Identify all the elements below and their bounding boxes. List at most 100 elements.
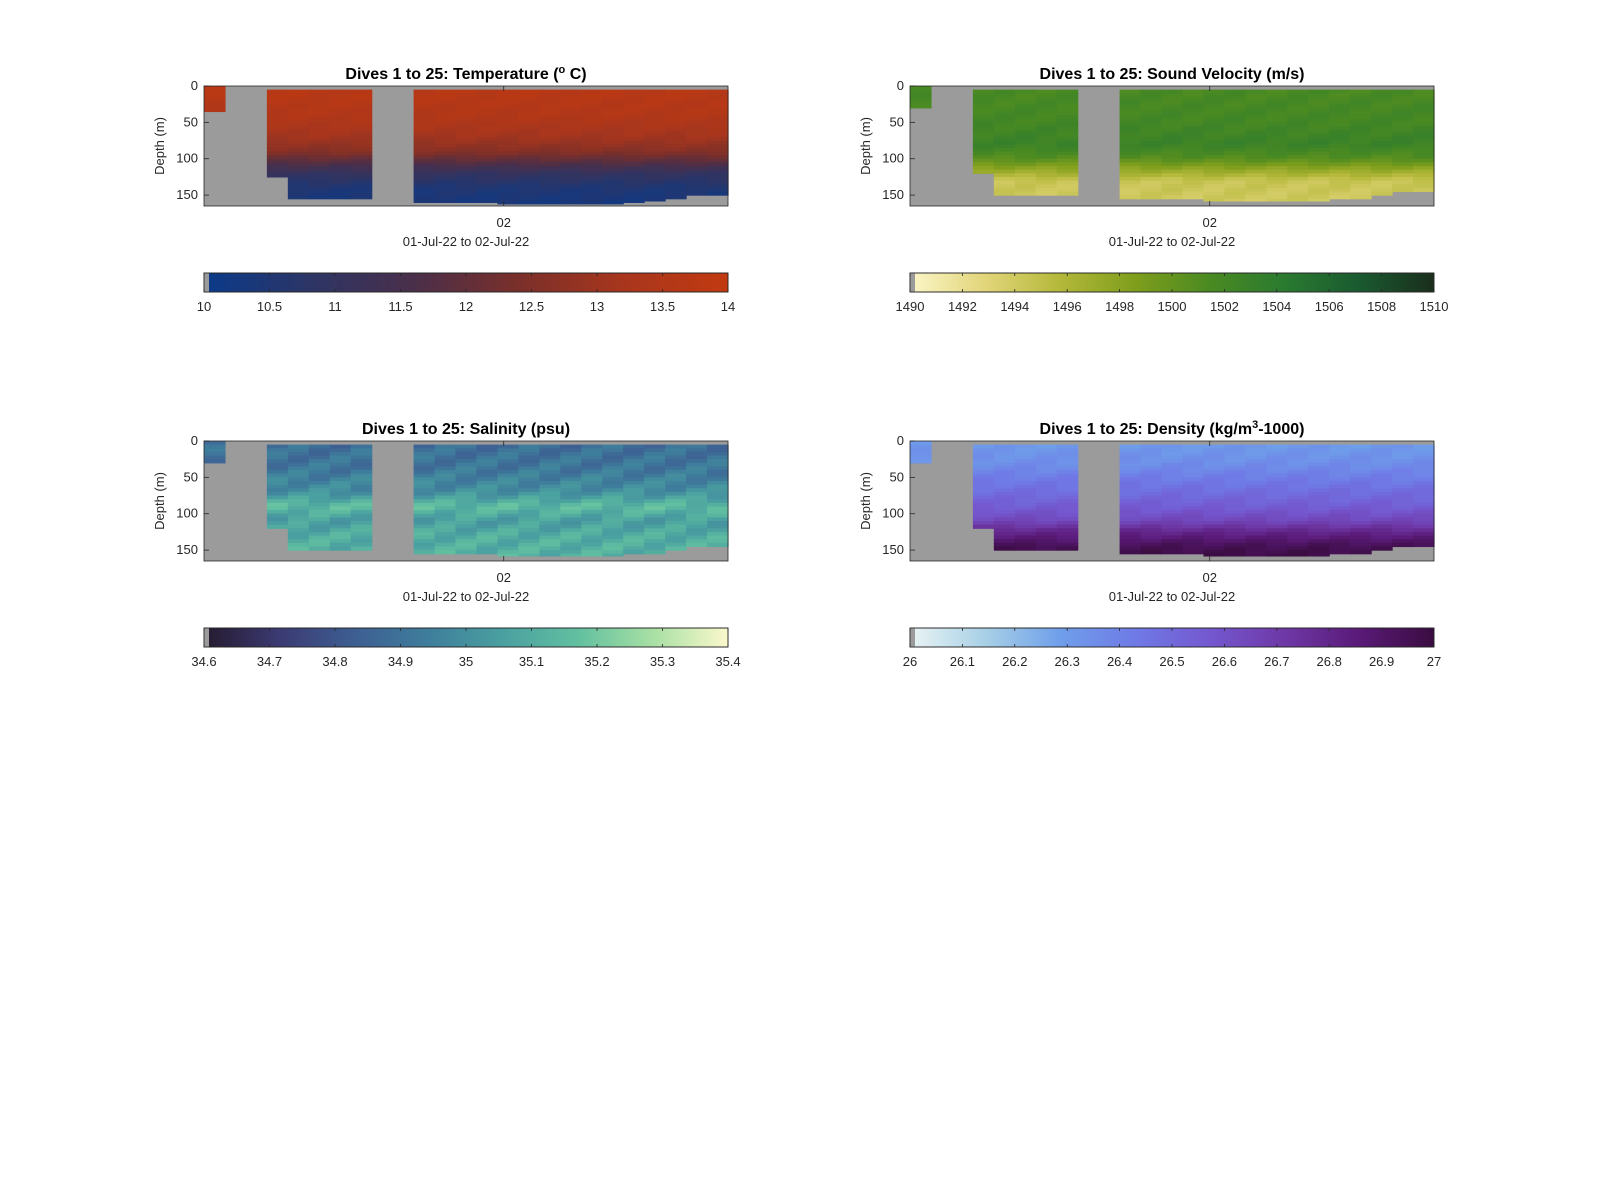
data-cell — [434, 495, 457, 500]
data-cell — [413, 521, 436, 526]
data-cell — [1056, 118, 1079, 123]
data-cell — [1287, 495, 1309, 500]
data-cell — [287, 531, 310, 537]
data-cell — [1224, 484, 1246, 489]
data-cell — [455, 169, 478, 174]
data-cell — [1392, 470, 1414, 475]
data-cell — [1035, 151, 1058, 156]
data-cell — [455, 158, 478, 163]
data-cell — [1287, 528, 1309, 533]
data-cell — [1056, 147, 1079, 153]
data-cell — [644, 481, 666, 486]
data-cell — [665, 126, 687, 131]
data-cell — [1224, 115, 1246, 120]
data-cell — [686, 528, 708, 533]
data-cell — [476, 502, 499, 508]
colorbar-tick-label: 26.1 — [950, 654, 975, 669]
data-cell — [1182, 510, 1205, 515]
data-cell — [266, 524, 289, 529]
data-cell — [476, 166, 499, 171]
data-cell — [1266, 93, 1288, 98]
data-cell — [1224, 553, 1246, 557]
data-cell — [644, 133, 666, 138]
data-cell — [308, 184, 331, 189]
data-cell — [287, 481, 310, 486]
data-cell — [1056, 89, 1079, 94]
data-cell — [266, 169, 289, 174]
data-cell — [1413, 531, 1435, 537]
data-cell — [287, 521, 310, 526]
data-cell — [581, 100, 603, 105]
data-cell — [539, 107, 561, 113]
data-cell — [1287, 550, 1309, 555]
data-cell — [993, 140, 1016, 145]
data-cell — [1329, 513, 1351, 518]
data-cell — [1161, 93, 1184, 98]
data-cell — [1161, 155, 1184, 160]
data-cell — [497, 198, 519, 203]
data-cell — [287, 499, 310, 504]
data-cell — [476, 542, 499, 548]
data-cell — [1308, 455, 1330, 460]
data-cell — [1224, 495, 1246, 500]
data-cell — [1371, 491, 1393, 497]
data-cell — [1056, 502, 1079, 508]
data-cell — [686, 118, 708, 123]
data-cell — [413, 462, 436, 468]
data-cell — [1140, 451, 1163, 457]
data-cell — [1371, 531, 1393, 537]
data-cell — [972, 470, 995, 475]
data-cell — [910, 93, 932, 98]
data-cell — [329, 506, 352, 511]
data-cell — [1224, 107, 1246, 113]
data-cell — [413, 129, 436, 134]
data-cell — [204, 444, 226, 449]
data-cell — [644, 528, 666, 533]
data-cell — [1266, 510, 1288, 515]
data-cell — [266, 455, 289, 460]
data-cell — [665, 107, 687, 113]
dive-column-5 — [993, 444, 1016, 551]
data-cell — [1266, 455, 1288, 460]
data-cell — [623, 535, 645, 540]
data-cell — [455, 466, 478, 471]
data-cell — [1056, 129, 1079, 134]
data-cell — [1014, 506, 1037, 511]
data-cell — [1035, 96, 1058, 102]
data-cell — [1287, 481, 1309, 486]
data-cell — [581, 136, 603, 142]
colorbar-tick-label: 1498 — [1105, 299, 1134, 314]
data-cell — [434, 147, 457, 153]
data-cell — [972, 481, 995, 486]
data-cell — [602, 129, 624, 134]
data-cell — [266, 499, 289, 504]
data-cell — [1308, 521, 1330, 526]
data-cell — [1140, 477, 1163, 482]
dive-column-16 — [1224, 444, 1246, 557]
data-cell — [993, 513, 1016, 518]
data-cell — [497, 553, 519, 557]
data-cell — [1056, 546, 1079, 551]
data-cell — [476, 444, 499, 449]
data-cell — [329, 169, 352, 174]
data-cell — [1245, 444, 1267, 449]
data-cell — [1014, 166, 1037, 171]
data-cell — [1161, 506, 1184, 511]
data-cell — [1371, 528, 1393, 533]
data-cell — [1329, 107, 1351, 113]
data-cell — [602, 169, 624, 174]
data-cell — [1371, 144, 1393, 149]
data-cell — [434, 122, 457, 127]
data-cell — [581, 470, 603, 475]
data-cell — [539, 151, 561, 156]
data-cell — [602, 477, 624, 482]
data-cell — [1308, 180, 1330, 185]
data-cell — [1161, 187, 1184, 193]
data-cell — [1245, 550, 1267, 555]
data-cell — [518, 481, 540, 486]
data-cell — [266, 488, 289, 493]
data-cell — [518, 126, 540, 131]
data-cell — [1308, 96, 1330, 102]
data-cell — [1203, 96, 1225, 102]
data-cell — [1140, 539, 1163, 544]
